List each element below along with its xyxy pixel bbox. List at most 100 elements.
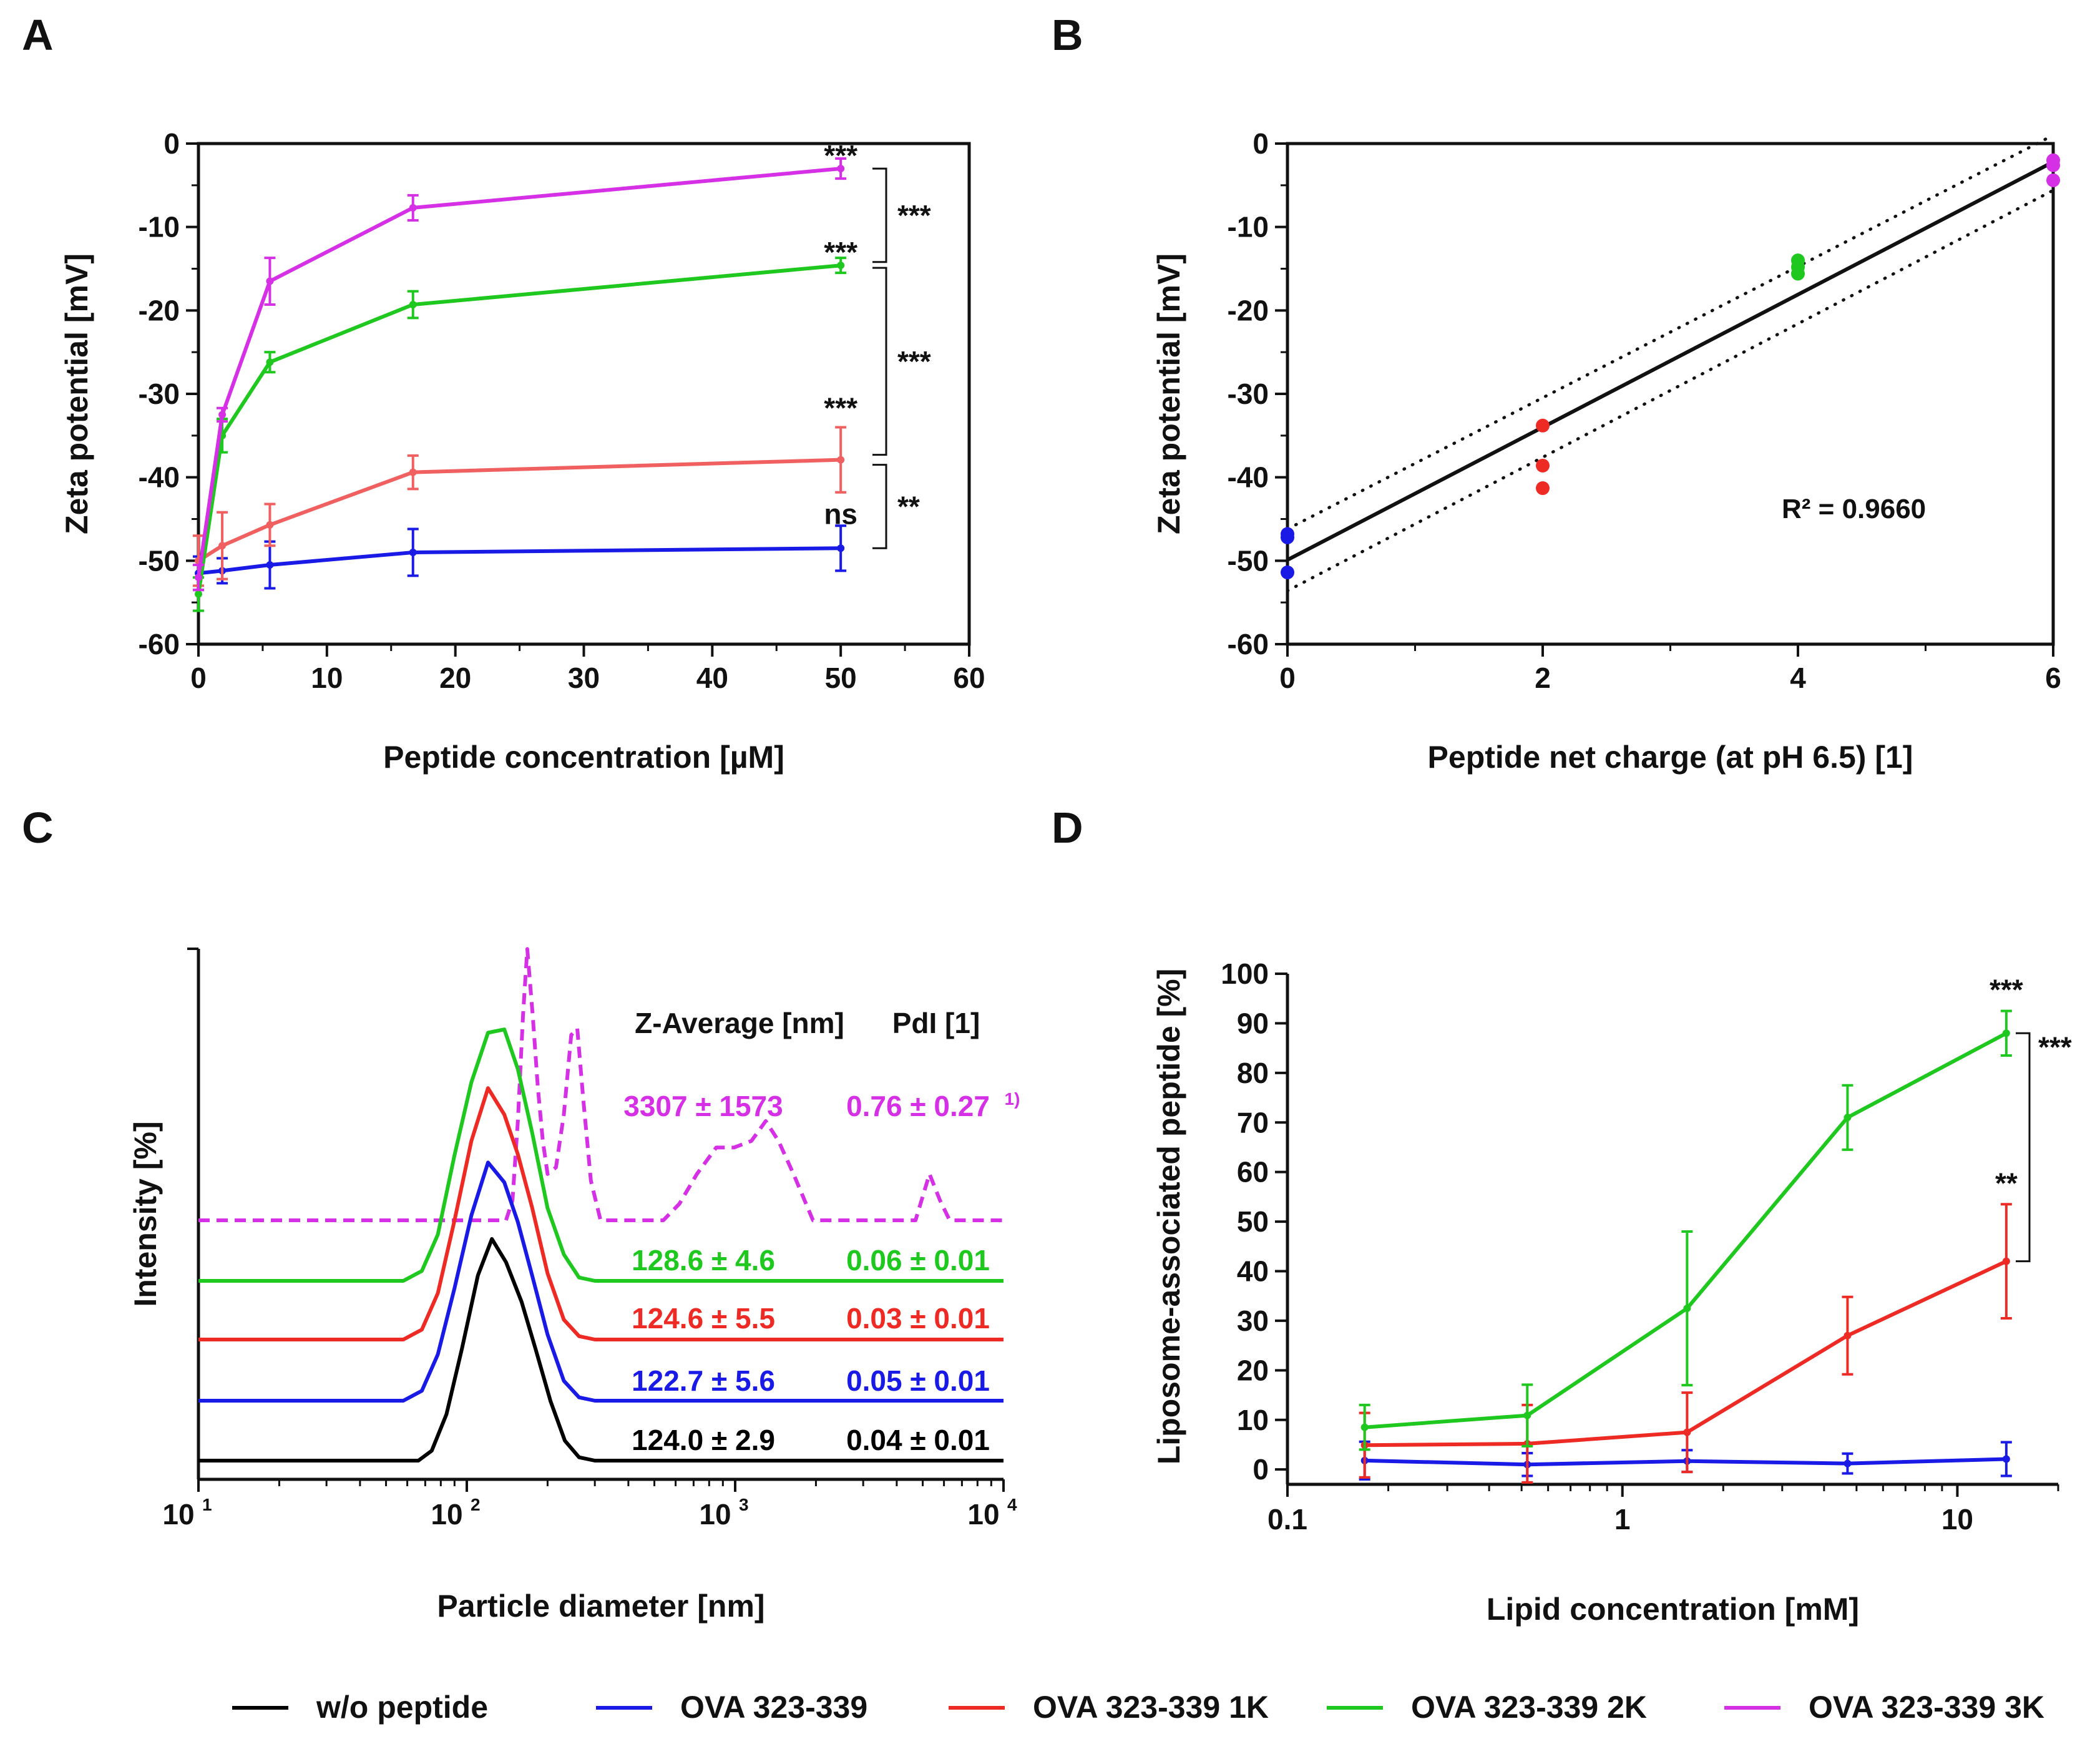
bracket-line <box>872 464 887 549</box>
x-tick-label: 40 <box>696 662 728 694</box>
scatter-point-8 <box>1791 267 1805 281</box>
bracket-label: *** <box>897 199 931 232</box>
significance-annotation: *** <box>824 236 857 268</box>
y-tick-label: 80 <box>1237 1057 1269 1089</box>
bracket-line <box>872 167 887 263</box>
y-tick-label: 0 <box>164 127 180 160</box>
z-average-value: 128.6 ± 4.6 <box>632 1244 775 1276</box>
x-axis-label: Particle diameter [nm] <box>437 1589 764 1624</box>
y-tick-label: -30 <box>1228 378 1269 410</box>
y-tick-label: 100 <box>1221 958 1269 990</box>
panel-label-b: B <box>1052 11 1083 59</box>
data-point-2-0 <box>195 590 202 598</box>
x-tick-exponent: 3 <box>739 1495 749 1514</box>
x-tick-label: 30 <box>568 662 600 694</box>
x-tick-label: 20 <box>439 662 471 694</box>
pdi-value: 0.76 ± 0.27 <box>846 1090 990 1122</box>
pdi-value: 0.05 ± 0.01 <box>846 1364 990 1397</box>
y-axis-label: Zeta potential [mV] <box>59 253 94 534</box>
x-tick-label: 10 <box>1941 1503 1973 1536</box>
y-tick-label: 40 <box>1237 1255 1269 1288</box>
x-tick-label: 1 <box>1614 1503 1631 1536</box>
legend-label: OVA 323-339 2K <box>1411 1690 1647 1725</box>
x-axis-label: Peptide concentration [µM] <box>383 740 784 775</box>
x-tick-label: 0 <box>190 662 207 694</box>
regression-line <box>1286 160 2054 562</box>
pdi-value: 0.06 ± 0.01 <box>846 1244 990 1276</box>
y-axis-label: Intensity [%] <box>128 1121 163 1306</box>
y-tick-label: -50 <box>1228 544 1269 577</box>
scatter-point-2 <box>1281 566 1294 580</box>
x-tick-label: 0.1 <box>1267 1503 1307 1536</box>
data-point-2-0 <box>1360 1423 1369 1431</box>
data-point-1-1 <box>218 542 227 550</box>
data-point-2-4 <box>837 262 845 270</box>
legend-label: OVA 323-339 1K <box>1033 1690 1269 1725</box>
data-point-2-2 <box>1683 1305 1691 1313</box>
series-line-1 <box>1364 1259 2008 1448</box>
x-tick-label: 2 <box>1535 662 1551 694</box>
legend-item-0: w/o peptide <box>232 1690 488 1725</box>
y-tick-label: 0 <box>1253 127 1269 160</box>
size-value-row-2: 124.6 ± 5.5 0.03 ± 0.01 <box>632 1302 990 1335</box>
data-point-1-4 <box>837 456 845 464</box>
panel-label-d: D <box>1052 803 1083 852</box>
data-point-2-3 <box>1844 1114 1852 1122</box>
x-tick-base: 10 <box>699 1498 731 1531</box>
x-tick-label: 10 <box>311 662 343 694</box>
series-line-1 <box>197 458 841 562</box>
data-point-1-3 <box>409 468 417 476</box>
data-point-0-2 <box>266 561 274 569</box>
data-point-3-0 <box>195 574 202 582</box>
y-tick-label: -50 <box>139 544 180 577</box>
scatter-point-5 <box>1536 481 1550 496</box>
x-axis-label: Peptide net charge (at pH 6.5) [1] <box>1428 740 1913 775</box>
bracket-line <box>872 267 887 456</box>
confidence-band-lower <box>1286 189 2055 592</box>
distribution-curve-0 <box>198 947 1004 1222</box>
significance-bracket: ** <box>872 464 920 549</box>
data-point-0-4 <box>2002 1455 2010 1463</box>
y-tick-label: -30 <box>139 378 180 410</box>
size-value-row-1: 128.6 ± 4.6 0.06 ± 0.01 <box>632 1244 990 1276</box>
y-tick-label: -10 <box>139 211 180 243</box>
series-line-0 <box>198 546 841 576</box>
significance-bracket: *** <box>872 167 931 263</box>
data-point-3-2 <box>266 277 274 285</box>
data-point-2-1 <box>1523 1411 1531 1419</box>
z-average-value: 122.7 ± 5.6 <box>632 1364 775 1397</box>
x-tick-exponent: 2 <box>471 1495 481 1514</box>
pdi-value: 0.04 ± 0.01 <box>846 1424 990 1456</box>
scatter-point-3 <box>1536 418 1550 433</box>
bracket-label: *** <box>2038 1031 2072 1063</box>
data-point-3-1 <box>218 411 227 419</box>
y-tick-label: -60 <box>139 628 180 660</box>
y-tick-label: -10 <box>1228 211 1269 243</box>
distribution-curve-3 <box>198 1160 1004 1403</box>
x-tick-base: 10 <box>162 1498 194 1531</box>
z-average-header: Z-Average [nm] <box>635 1007 844 1039</box>
y-tick-label: -20 <box>139 294 180 326</box>
distribution-curve-1 <box>198 1027 1004 1283</box>
x-tick-label: 50 <box>825 662 857 694</box>
y-tick-label: -40 <box>1228 461 1269 494</box>
z-average-value: 124.0 ± 2.9 <box>632 1424 775 1456</box>
legend-item-4: OVA 323-339 3K <box>1724 1690 2044 1725</box>
chart-panel-b: 0 -10 -20 -30 -40 -50 -60 0 2 4 6 Peptide net charg… <box>1151 127 2061 775</box>
r-squared-label: R² = 0.9660 <box>1782 494 1926 524</box>
significance-annotation: ** <box>1995 1167 2018 1199</box>
scatter-point-10 <box>2046 158 2060 172</box>
x-tick-label: 60 <box>953 662 985 694</box>
panel-label-c: C <box>22 803 54 852</box>
distribution-curve-4 <box>198 1237 1004 1462</box>
legend: w/o peptide OVA 323-339 OVA 323-339 1K OVA … <box>232 1690 2044 1725</box>
y-tick-label: 10 <box>1237 1404 1269 1436</box>
data-point-1-4 <box>2002 1257 2010 1265</box>
chart-panel-a: 0 -10 -20 -30 -40 -50 -60 0 10 20 30 40 50 60 Peptide … <box>59 127 985 775</box>
scatter-point-11 <box>2046 173 2060 187</box>
y-tick-label: -20 <box>1228 294 1269 326</box>
bracket-line <box>2016 1032 2031 1263</box>
bracket-label: ** <box>897 490 920 522</box>
y-tick-label: 50 <box>1237 1205 1269 1238</box>
